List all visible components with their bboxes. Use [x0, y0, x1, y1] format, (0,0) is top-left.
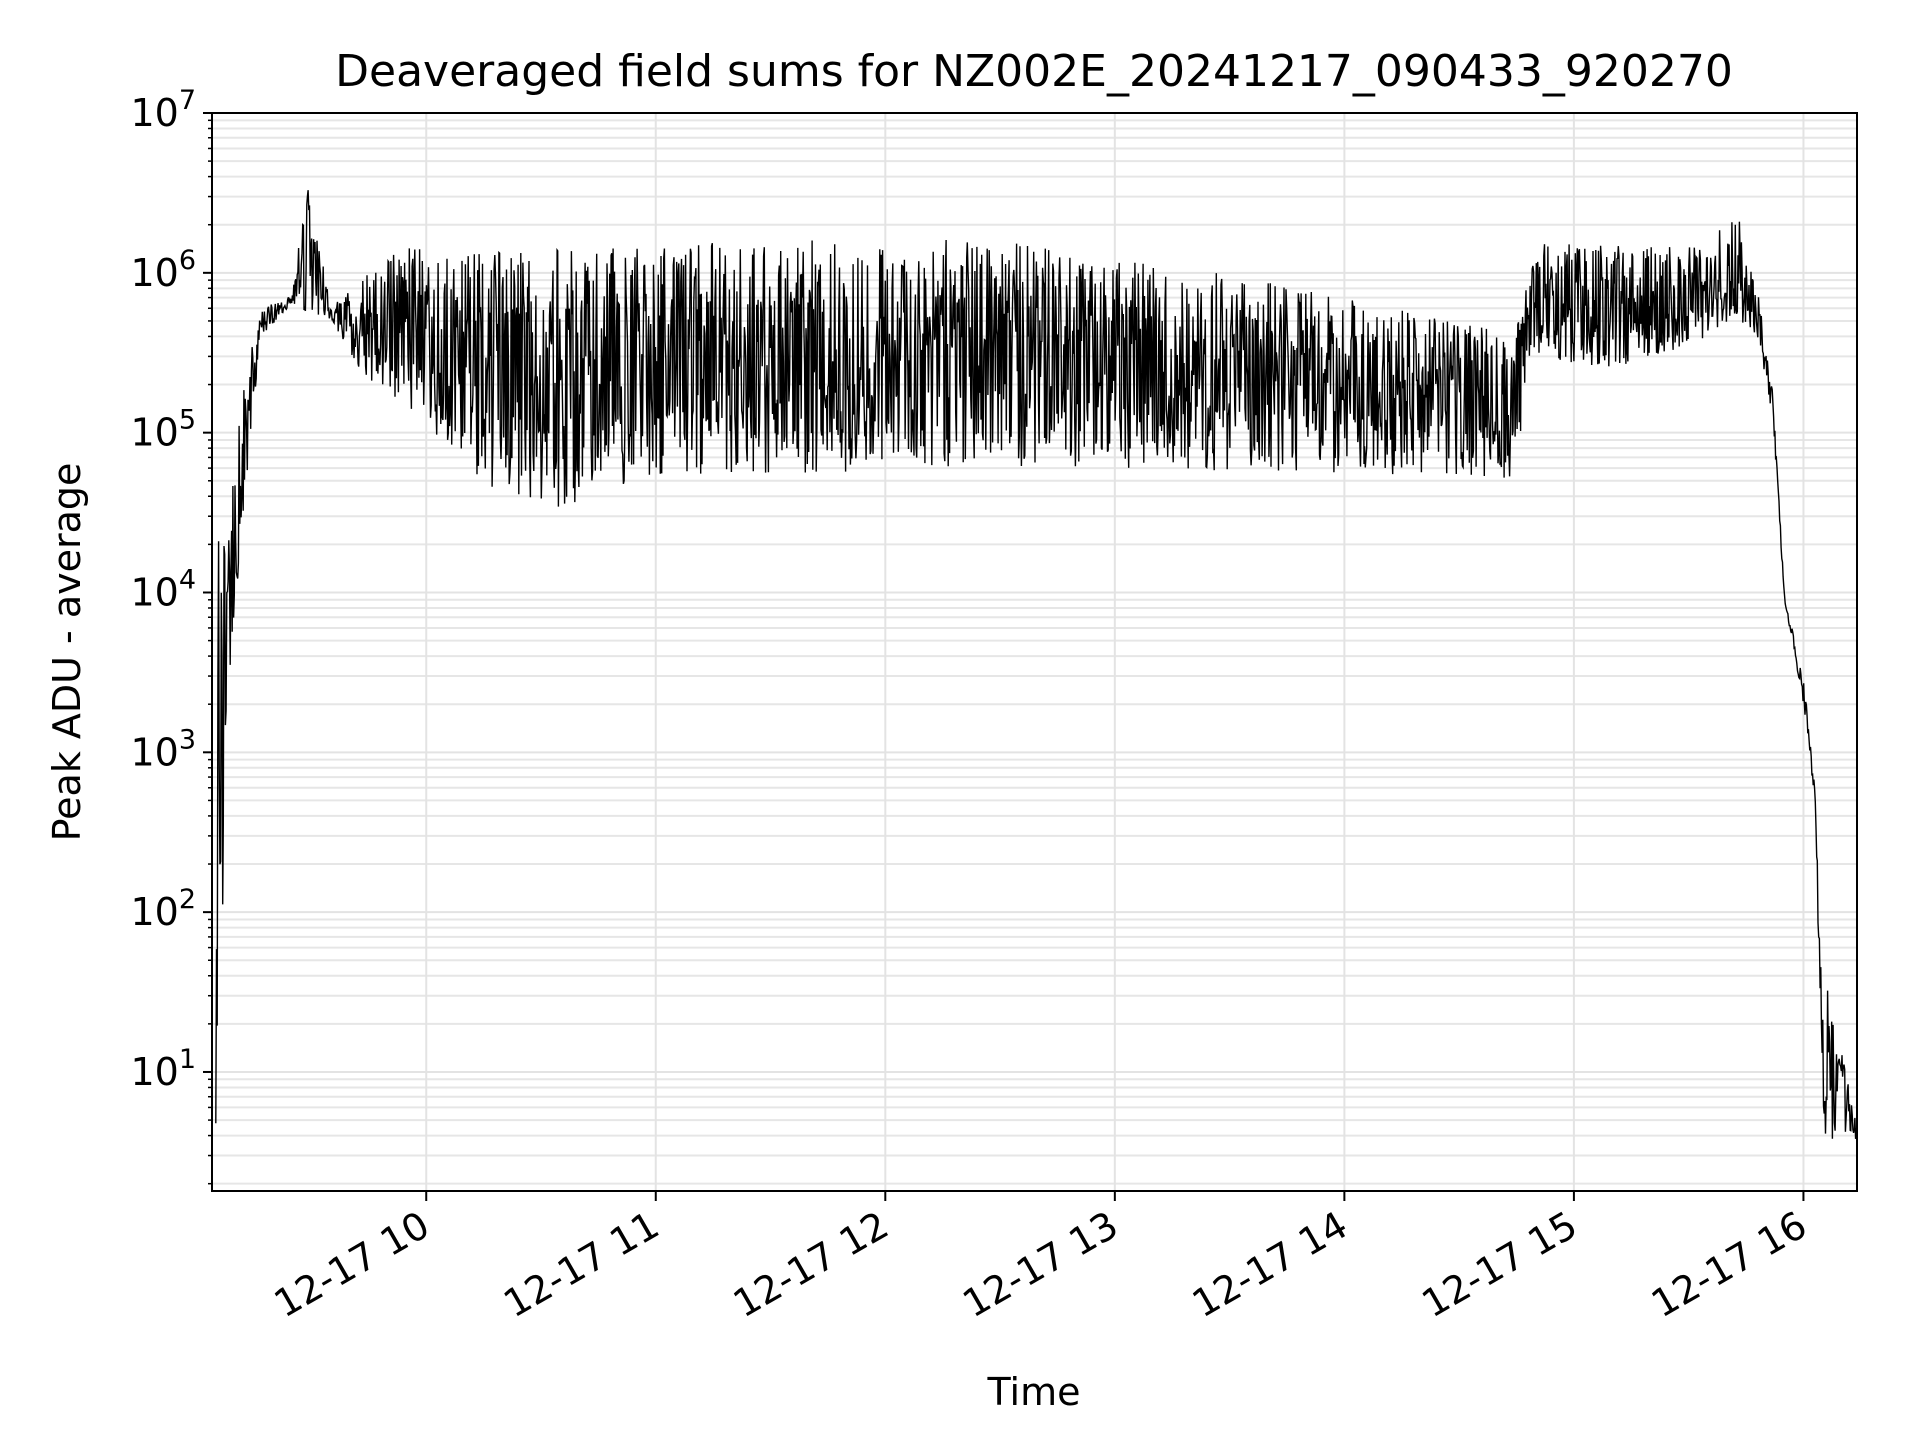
y-tick-label: 103	[130, 724, 196, 774]
chart-title: Deaveraged field sums for NZ002E_2024121…	[335, 46, 1733, 97]
y-tick-label: 101	[130, 1044, 196, 1094]
y-tick-label: 106	[130, 245, 196, 295]
series-line	[215, 190, 1858, 1139]
x-axis-label: Time	[987, 1370, 1081, 1414]
y-axis: 101 102 103 104 105 106 107	[130, 85, 212, 1185]
y-tick-label: 102	[130, 884, 196, 934]
y-tick-label: 107	[130, 85, 196, 135]
y-tick-label: 105	[130, 405, 196, 455]
y-tick-label: 104	[130, 564, 196, 614]
plot-frame	[211, 112, 1858, 1192]
y-axis-label: Peak ADU - average	[45, 463, 89, 842]
data-series	[215, 190, 1858, 1139]
